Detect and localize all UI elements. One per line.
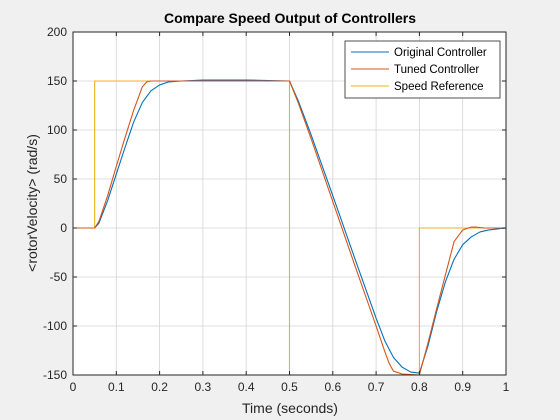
legend-label-tuned-controller: Tuned Controller (394, 64, 479, 76)
legend: Original Controller Tuned Controller Speed… (344, 40, 501, 99)
x-tick-label: 0.5 (281, 380, 298, 394)
x-tick-label: 0.7 (368, 380, 385, 394)
y-tick-label: 100 (47, 123, 67, 137)
x-tick-label: 0.4 (238, 380, 255, 394)
legend-label-speed-reference: Speed Reference (394, 81, 484, 93)
x-tick-label: 0.6 (324, 380, 341, 394)
x-tick-label: 0.1 (108, 380, 125, 394)
y-tick-label: 150 (47, 74, 67, 88)
series-layer (73, 79, 507, 376)
y-axis-label: <rotorVelocity> (rad/s) (24, 134, 40, 272)
ticks: 0 0.1 0.2 0.3 0.4 0.5 0.6 0.7 0.8 0.9 1 -150 -100 -50… (43, 25, 510, 394)
x-axis-label: Time (seconds) (242, 400, 338, 416)
series-line-speed-reference (73, 80, 506, 376)
y-tick-label: 0 (60, 221, 67, 235)
x-tick-label: 0.3 (195, 380, 212, 394)
y-tick-label: 50 (54, 172, 68, 186)
series-line-tuned-controller (73, 80, 506, 376)
x-tick-label: 0.9 (454, 380, 471, 394)
chart-title: Compare Speed Output of Controllers (164, 10, 416, 26)
y-tick-label: -150 (43, 368, 67, 382)
y-tick-label: -100 (43, 319, 67, 333)
x-tick-label: 0.2 (151, 380, 168, 394)
x-tick-label: 0.8 (411, 380, 428, 394)
x-tick-label: 1 (503, 380, 510, 394)
y-tick-label: 200 (47, 25, 67, 39)
legend-label-original-controller: Original Controller (394, 47, 487, 59)
y-tick-label: -50 (50, 270, 68, 284)
x-tick-label: 0 (70, 380, 77, 394)
series-line-original-controller (73, 79, 507, 374)
